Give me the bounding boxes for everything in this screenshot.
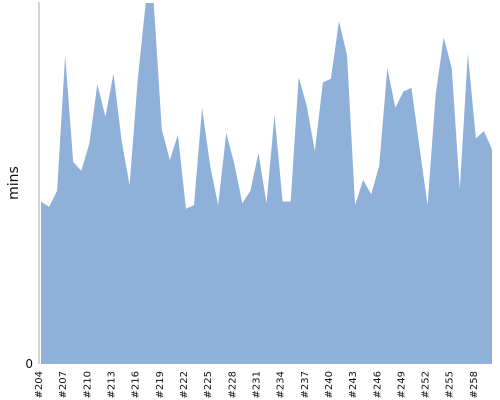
y-tick-label-0: 0 <box>25 357 33 371</box>
x-tick-label-219: #219 <box>155 371 166 398</box>
y-axis-label: mins <box>6 166 22 200</box>
x-axis-ticks: #204 #207 #210 #213 #216 #219 #222 #225 #228 #231… <box>34 371 480 398</box>
x-tick-label-213: #213 <box>106 371 117 398</box>
x-tick-label-207: #207 <box>58 371 69 398</box>
x-tick-label-249: #249 <box>396 371 407 398</box>
x-tick-label-210: #210 <box>82 371 93 398</box>
x-tick-label-246: #246 <box>372 371 383 398</box>
area-series <box>41 3 492 364</box>
plot-layer <box>40 2 493 364</box>
x-tick-label-237: #237 <box>300 371 311 398</box>
x-tick-label-228: #228 <box>227 371 238 398</box>
x-tick-label-240: #240 <box>324 371 335 398</box>
x-tick-label-234: #234 <box>276 371 287 398</box>
y-axis-ticks: 0 <box>25 357 33 371</box>
x-tick-label-231: #231 <box>251 371 262 398</box>
x-tick-label-225: #225 <box>203 371 214 398</box>
x-tick-label-216: #216 <box>131 371 142 398</box>
x-tick-label-252: #252 <box>421 371 432 398</box>
x-tick-label-243: #243 <box>348 371 359 398</box>
x-tick-label-255: #255 <box>445 371 456 398</box>
x-tick-label-258: #258 <box>469 371 480 398</box>
x-tick-label-222: #222 <box>179 371 190 398</box>
x-tick-label-204: #204 <box>34 371 45 398</box>
